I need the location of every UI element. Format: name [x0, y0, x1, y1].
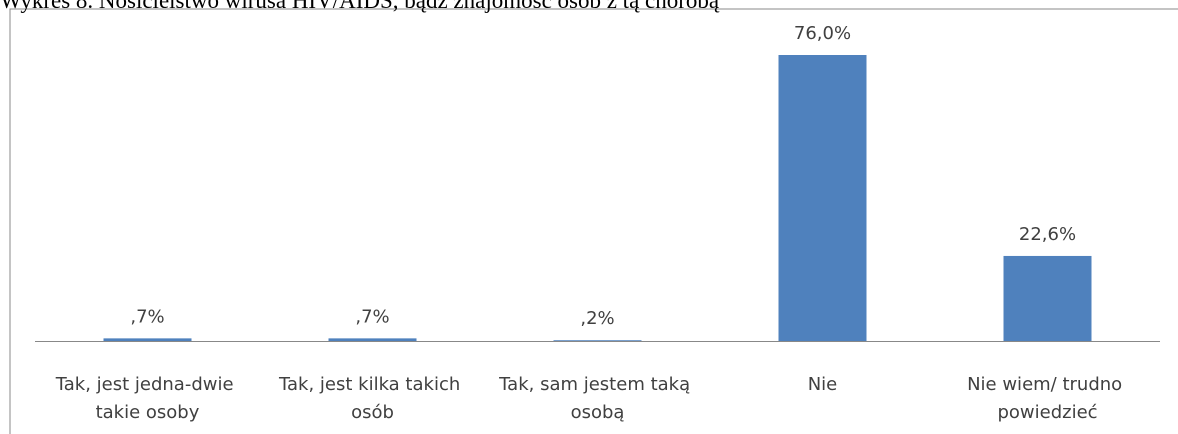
x-tick-label: Nie wiem/ trudno powiedzieć: [967, 374, 1128, 423]
x-tick-label: Tak, sam jestem taką osobą: [498, 374, 696, 423]
value-label: 22,6%: [1019, 224, 1076, 245]
chart-frame: [9, 8, 1178, 434]
bar: [328, 338, 417, 341]
bar: [778, 55, 867, 341]
value-label: ,7%: [130, 306, 164, 327]
value-label: ,7%: [355, 306, 389, 327]
x-tick-label: Tak, jest jedna-dwie takie osoby: [55, 374, 240, 423]
bar: [553, 340, 642, 341]
bar: [103, 338, 192, 341]
value-label: 76,0%: [794, 23, 851, 44]
chart-title: Wykres 8. Nosicielstwo wirusa HIV/AIDS, …: [0, 0, 720, 13]
x-tick-label: Tak, jest kilka takich osób: [278, 374, 466, 423]
bar: [1003, 255, 1092, 341]
x-tick-label: Nie: [808, 374, 838, 395]
value-label: ,2%: [580, 308, 614, 329]
